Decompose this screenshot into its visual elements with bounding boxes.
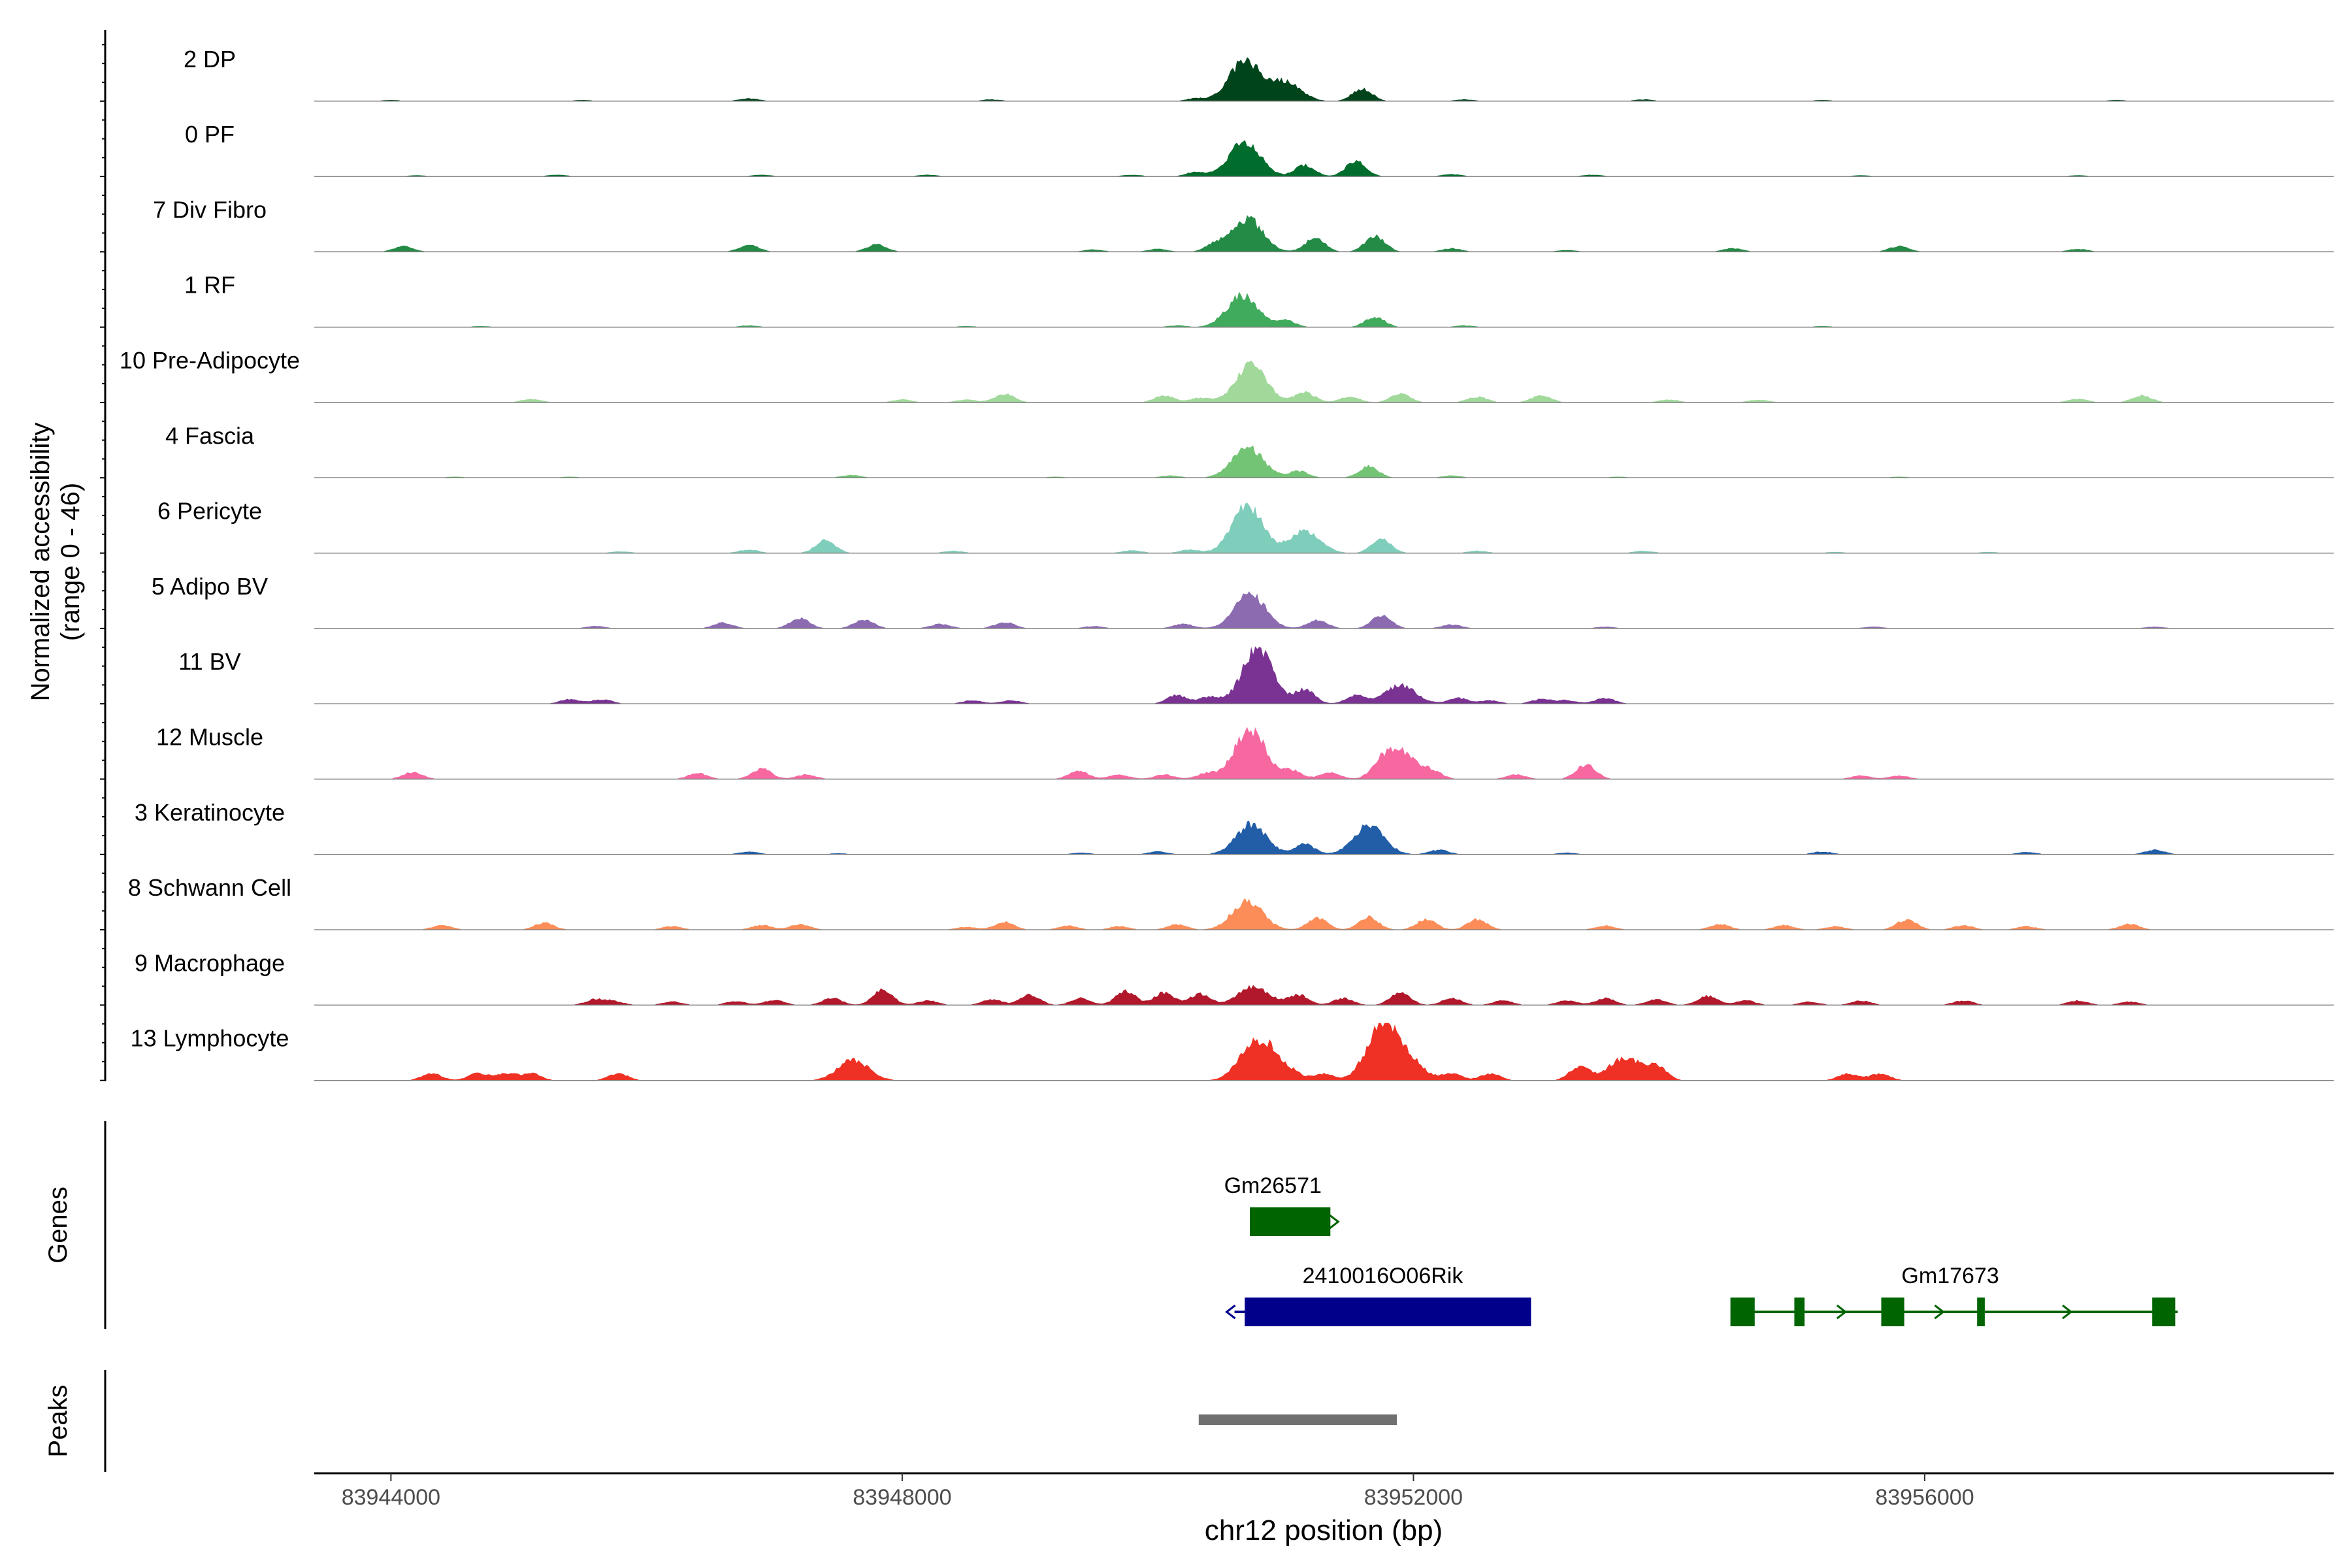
x-tick-label: 83952000 [1364,1485,1463,1510]
track-label: 6 Pericyte [157,498,262,525]
strand-arrow [1836,1304,1848,1320]
track-label: 8 Schwann Cell [128,874,291,901]
coverage-area [352,215,2174,252]
gene-label: 2410016O06Rik [1303,1264,1464,1288]
track-label: 5 Adipo BV [152,573,268,600]
gene-label: Gm17673 [1901,1264,1999,1288]
genes-panel-label: Genes [44,1186,73,1264]
gene: Gm17673 [1730,1264,2178,1326]
gene-annotations: Gm26571 2410016O06Rik Gm17673 [1224,1173,2178,1326]
coverage-area [352,646,2174,704]
coverage-area [352,727,2174,779]
gene-exon [1881,1298,1904,1326]
coverage-area [352,360,2174,402]
coverage-area [352,445,2174,478]
coverage-area [352,140,2174,177]
peaks-panel-label: Peaks [44,1384,73,1457]
x-tick-label: 83944000 [342,1485,440,1510]
gene: Gm26571 [1224,1173,1340,1236]
track-label: 1 RF [184,272,235,299]
peak-regions [1198,1414,1397,1425]
y-axis-title-line: (range 0 - 46) [56,483,85,641]
gene-label: Gm26571 [1224,1173,1322,1198]
track-label: 7 Div Fibro [153,196,267,223]
x-axis-ticks: 83944000 83948000 83952000 83956000 [342,1473,1974,1510]
coverage-tracks [314,57,2334,1081]
strand-arrow [1329,1214,1340,1230]
coverage-area [352,1022,2174,1081]
y-axis-title-line: Normalized accessibility [26,423,55,702]
track-label: 10 Pre-Adipocyte [120,347,300,374]
coverage-area [352,898,2174,930]
coverage-area [352,291,2174,327]
coverage-area [352,502,2174,553]
track-label: 9 Macrophage [135,949,285,976]
gene-exon [1245,1298,1531,1326]
track-label: 4 Fascia [165,422,255,449]
x-tick-label: 83956000 [1875,1485,1974,1510]
x-axis-title: chr12 position (bp) [1205,1514,1443,1546]
gene-exon [1977,1298,1985,1326]
coverage-y-axis-title: Normalized accessibility(range 0 - 46) [26,423,85,702]
track-label: 2 DP [184,46,236,73]
gene-exon [2152,1298,2176,1326]
track-labels: 2 DP 0 PF 7 Div Fibro 1 RF 10 Pre-Adipocyte 4… [120,46,300,1052]
track-label: 13 Lymphocyte [131,1025,289,1052]
track-label: 3 Keratinocyte [135,799,285,826]
gene: 2410016O06Rik [1225,1264,1531,1326]
coverage-y-axis-ticks [100,44,105,1081]
track-label: 11 BV [178,648,240,675]
gene-exon [1250,1207,1331,1236]
coverage-area [352,591,2174,629]
track-label: 0 PF [185,121,235,148]
gene-exon [1730,1298,1755,1326]
track-label: 12 Muscle [156,724,263,751]
x-tick-label: 83948000 [853,1485,951,1510]
strand-arrow [1934,1304,1945,1320]
gene-exon [1794,1298,1805,1326]
coverage-area [352,57,2174,101]
coverage-area [352,821,2174,855]
strand-arrow [1225,1304,1236,1320]
strand-arrow [2062,1304,2073,1320]
coverage-area [352,985,2174,1005]
peak-bar [1198,1414,1397,1425]
